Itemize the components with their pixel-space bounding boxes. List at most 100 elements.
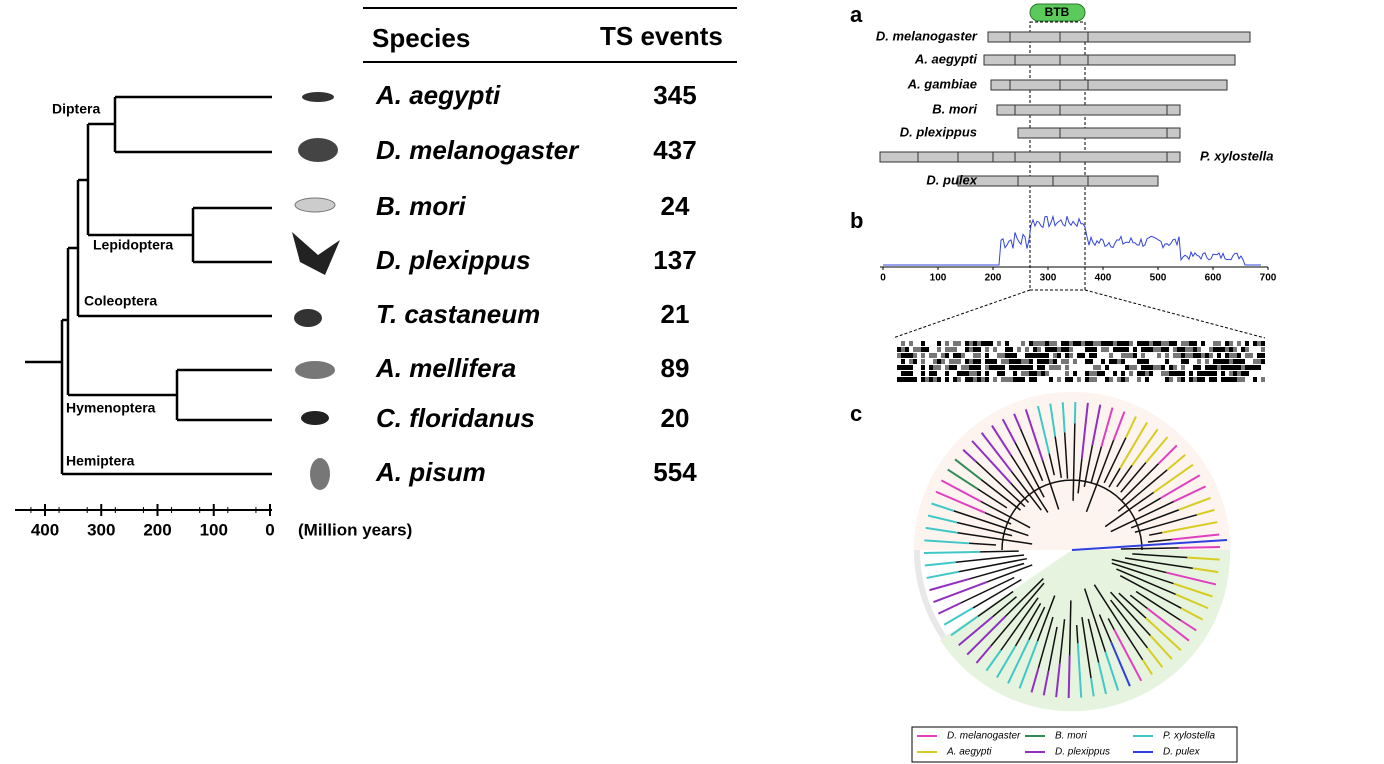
alignment-cell xyxy=(1073,371,1077,376)
alignment-cell xyxy=(1253,359,1257,364)
alignment-cell xyxy=(1261,353,1265,358)
alignment-cell xyxy=(1197,347,1201,352)
alignment-cell xyxy=(933,359,937,364)
tree-branch xyxy=(1134,514,1198,533)
alignment-cell xyxy=(1113,341,1117,346)
clade-shade xyxy=(914,392,1230,550)
alignment-cell xyxy=(985,377,989,382)
tree-branch xyxy=(1030,667,1040,693)
alignment-cell xyxy=(1033,353,1037,358)
alignment-cell xyxy=(1093,365,1097,370)
alignment-cell xyxy=(1145,377,1149,382)
tree-branch xyxy=(1083,445,1094,488)
alignment-cell xyxy=(1221,359,1225,364)
tree-branch xyxy=(1112,411,1126,441)
alignment-cell xyxy=(921,353,925,358)
alignment-cell xyxy=(1145,359,1149,364)
alignment-cell xyxy=(1249,365,1253,370)
ts-count: 137 xyxy=(653,245,696,275)
tree-branch xyxy=(1111,562,1174,585)
tree-branch xyxy=(980,432,1013,472)
alignment-cell xyxy=(905,365,909,370)
alignment-cell xyxy=(1125,347,1129,352)
alignment-cell xyxy=(921,365,925,370)
alignment-cell xyxy=(1049,359,1053,364)
alignment-cell xyxy=(1049,365,1053,370)
alignment-cell xyxy=(1197,359,1201,364)
alignment-cell xyxy=(1205,371,1209,376)
alignment-cell xyxy=(1185,341,1189,346)
legend-label: D. plexippus xyxy=(1055,747,1110,758)
alignment-cell xyxy=(1149,347,1153,352)
alignment-cell xyxy=(1029,341,1033,346)
alignment-cell xyxy=(1157,341,1161,346)
alignment-cell xyxy=(1197,353,1201,358)
alignment-cell xyxy=(1117,377,1121,382)
alignment-cell xyxy=(1109,341,1113,346)
tree-branch xyxy=(1178,496,1211,511)
alignment-cell xyxy=(1253,377,1257,382)
alignment-cell xyxy=(1013,371,1017,376)
alignment-cell xyxy=(1161,371,1165,376)
alignment-cell xyxy=(1029,359,1033,364)
alignment-cell xyxy=(969,371,973,376)
alignment-cell xyxy=(1213,377,1217,382)
tree-branch xyxy=(1120,462,1147,493)
tree-branch xyxy=(1041,460,1060,510)
alignment-cell xyxy=(1233,371,1237,376)
alignment-cell xyxy=(1245,365,1249,370)
tree-branch xyxy=(1110,599,1149,649)
alignment-cell xyxy=(1217,365,1221,370)
clade-label: Hemiptera xyxy=(66,453,135,469)
alignment-cell xyxy=(1001,377,1005,382)
alignment-cell xyxy=(1101,359,1105,364)
tick-label: 300 xyxy=(87,520,115,539)
alignment-cell xyxy=(977,347,981,352)
tree-branch xyxy=(980,550,1019,553)
alignment-cell xyxy=(1149,341,1153,346)
alignment-cell xyxy=(917,347,921,352)
alignment-cell xyxy=(969,365,973,370)
alignment-cell xyxy=(1021,341,1025,346)
protein-label: A. aegypti xyxy=(914,51,978,66)
alignment-cell xyxy=(1165,371,1169,376)
tree-branch xyxy=(1121,463,1159,501)
tree-branch xyxy=(1018,640,1039,689)
tree-branch xyxy=(1091,404,1102,446)
alignment-cell xyxy=(973,359,977,364)
alignment-cell xyxy=(1045,341,1049,346)
tree-branch xyxy=(943,607,974,626)
alignment-cell xyxy=(977,353,981,358)
alignment-cell xyxy=(1065,359,1069,364)
tree-branch xyxy=(960,576,1015,604)
alignment-cell xyxy=(1109,377,1113,382)
alignment-cell xyxy=(1225,341,1229,346)
alignment-cell xyxy=(953,341,957,346)
alignment-cell xyxy=(1217,359,1221,364)
alignment-cell xyxy=(1085,341,1089,346)
legend-label: D. melanogaster xyxy=(947,731,1021,742)
alignment-cell xyxy=(1065,365,1069,370)
tree-branch xyxy=(1119,575,1182,609)
alignment-cell xyxy=(973,377,977,382)
alignment-cell xyxy=(1177,377,1181,382)
alignment-cell xyxy=(909,371,913,376)
alignment-cell xyxy=(1021,359,1025,364)
alignment-cell xyxy=(1233,377,1237,382)
alignment-cell xyxy=(1237,359,1241,364)
alignment-cell xyxy=(909,353,913,358)
protein-bar xyxy=(983,54,1236,66)
tree-branch xyxy=(958,557,1027,573)
alignment-cell xyxy=(1089,371,1093,376)
alignment-cell xyxy=(1073,341,1077,346)
alignment-cell xyxy=(1089,341,1093,346)
tree-branch xyxy=(1100,407,1114,447)
alignment-cell xyxy=(977,371,981,376)
alignment-cell xyxy=(1057,377,1061,382)
legend-label: A. aegypti xyxy=(946,747,992,758)
alignment-cell xyxy=(1149,365,1153,370)
alignment-cell xyxy=(1177,347,1181,352)
tick-label: 100 xyxy=(930,273,947,284)
tree-branch xyxy=(1076,643,1083,698)
